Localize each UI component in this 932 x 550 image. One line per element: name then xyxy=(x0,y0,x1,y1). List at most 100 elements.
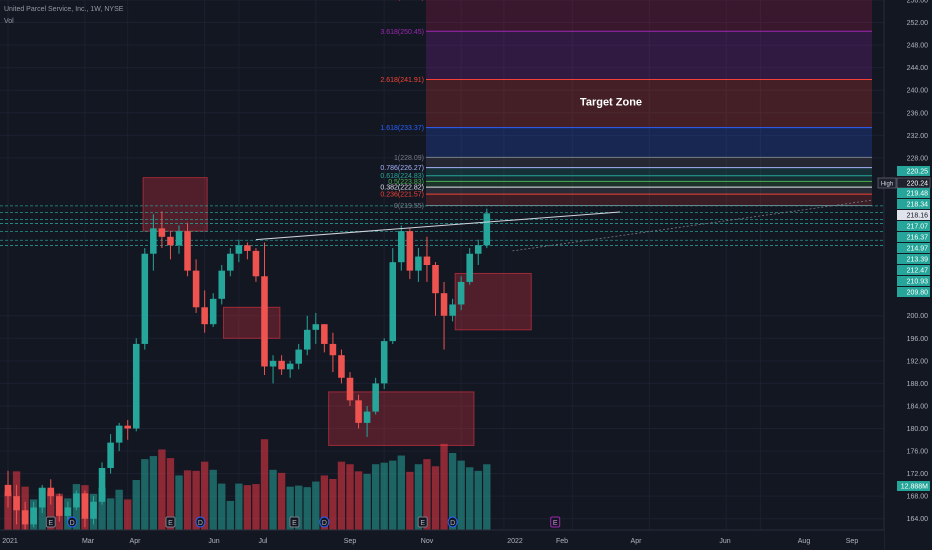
earnings-marker[interactable]: E xyxy=(289,516,300,528)
price-axis[interactable]: 256.00 252.00 248.00 244.00 240.00 236.00 232.… xyxy=(877,0,932,550)
volume-bar xyxy=(132,480,140,530)
horizontal-levels xyxy=(0,205,884,246)
time-tick-label: Jun xyxy=(719,538,730,545)
price-tick-label: 256.00 xyxy=(907,0,929,5)
fib-level-label: 1(228.09) xyxy=(394,155,424,162)
price-tag-box xyxy=(897,265,930,275)
candle-body xyxy=(192,270,200,308)
fib-band xyxy=(426,181,872,188)
candle-body xyxy=(150,228,157,254)
volume-bar xyxy=(431,466,440,530)
candle-body xyxy=(244,245,251,251)
volume-bar xyxy=(363,473,371,530)
candle-body xyxy=(269,360,277,367)
trendlines[interactable] xyxy=(255,199,873,252)
volume-bar xyxy=(175,475,183,530)
projection-line[interactable] xyxy=(512,199,873,252)
volume-bar xyxy=(286,486,294,530)
high-tag-label-box xyxy=(877,177,897,189)
volume-bar xyxy=(414,464,423,530)
dividend-marker[interactable]: D xyxy=(319,516,330,528)
volume-bar xyxy=(466,467,474,530)
high-tag-value: 220.24 xyxy=(907,181,929,188)
candle-body xyxy=(423,256,431,265)
candle-body xyxy=(286,363,294,370)
candle-body xyxy=(466,253,473,282)
fib-level-label: 3.618(250.45) xyxy=(380,29,424,36)
price-tag-box xyxy=(897,210,930,220)
candle-body xyxy=(483,213,491,246)
price-tag-box xyxy=(897,276,930,286)
time-tick-label: Mar xyxy=(82,538,95,545)
support-zone xyxy=(328,391,475,446)
candle-body xyxy=(56,496,63,516)
price-tag-value: 212.47 xyxy=(907,268,929,275)
support-zone xyxy=(222,306,281,339)
time-axis-bg xyxy=(0,530,884,550)
candle-body xyxy=(218,270,226,299)
volume-bars xyxy=(4,439,491,530)
volume-bar xyxy=(209,469,217,530)
time-axis[interactable]: 2021 Mar Apr Jun Jul Sep Nov 2022 Feb Apr Jun Aug Se… xyxy=(0,529,884,550)
candle-body xyxy=(90,501,97,519)
price-tick-label: 184.00 xyxy=(907,403,929,410)
candle-body xyxy=(303,329,311,350)
volume-bar xyxy=(371,464,380,530)
earnings-marker[interactable]: E xyxy=(550,516,561,528)
dividend-marker[interactable]: D xyxy=(195,516,206,528)
candle-body xyxy=(278,360,285,370)
volume-bar xyxy=(149,456,158,530)
price-tick-label: 164.00 xyxy=(907,516,929,523)
price-tag-box xyxy=(897,166,930,176)
volume-bar xyxy=(329,479,337,530)
price-tag-value: 218.34 xyxy=(907,202,929,209)
earnings-marker[interactable]: E xyxy=(165,516,176,528)
volume-bar xyxy=(423,459,431,530)
target-zone-label[interactable]: Target Zone xyxy=(580,96,642,108)
symbol-title[interactable]: United Parcel Service, Inc., 1W, NYSE xyxy=(4,6,124,13)
volume-bar xyxy=(218,483,226,530)
fib-band xyxy=(426,157,872,168)
price-tick-label: 188.00 xyxy=(907,381,929,388)
chart-legend: United Parcel Service, Inc., 1W, NYSE Vo… xyxy=(4,4,123,28)
price-tag-box xyxy=(897,188,930,198)
candle-body xyxy=(363,411,371,423)
price-tick-label: 196.00 xyxy=(907,336,929,343)
candle-body xyxy=(432,265,439,294)
candlesticks xyxy=(4,208,491,530)
candle-body xyxy=(38,487,46,508)
price-tick-label: 180.00 xyxy=(907,426,929,433)
dividend-marker-box xyxy=(447,516,458,528)
fib-level-label: 0.5(223.83) xyxy=(388,179,424,186)
time-tick-label: Feb xyxy=(556,538,568,545)
price-tick-label: 236.00 xyxy=(907,110,929,117)
resistance-trendline[interactable] xyxy=(255,211,621,241)
volume-label[interactable]: Vol xyxy=(4,18,14,25)
price-tag-value: 216.37 xyxy=(907,235,929,242)
candle-body xyxy=(235,245,243,254)
earnings-marker[interactable]: E xyxy=(417,516,428,528)
price-tick-label: 172.00 xyxy=(907,471,929,478)
volume-bar xyxy=(252,484,260,530)
price-tick-label: 248.00 xyxy=(907,43,929,50)
fib-band xyxy=(426,0,872,32)
candle-body xyxy=(21,510,29,525)
candle-body xyxy=(73,493,80,508)
time-tick-label: Sep xyxy=(846,538,859,545)
dividend-marker[interactable]: D xyxy=(67,516,78,528)
candle-body xyxy=(252,250,260,277)
earnings-marker-box xyxy=(45,516,56,528)
candle-body xyxy=(346,377,354,401)
dividend-marker[interactable]: D xyxy=(447,516,458,528)
candle-body xyxy=(175,231,183,246)
earnings-marker[interactable]: E xyxy=(45,516,56,528)
price-tick-label: 228.00 xyxy=(907,155,929,162)
fib-extension-tool[interactable]: 4.236(267.06) 3.618(250.45) 2.618(241.91) 1… xyxy=(380,0,872,210)
price-tag-box xyxy=(897,199,930,209)
candle-body xyxy=(47,487,55,497)
candle-body xyxy=(201,307,208,325)
price-tag-value: 209.80 xyxy=(907,290,929,297)
time-tick-label: Apr xyxy=(631,538,643,545)
